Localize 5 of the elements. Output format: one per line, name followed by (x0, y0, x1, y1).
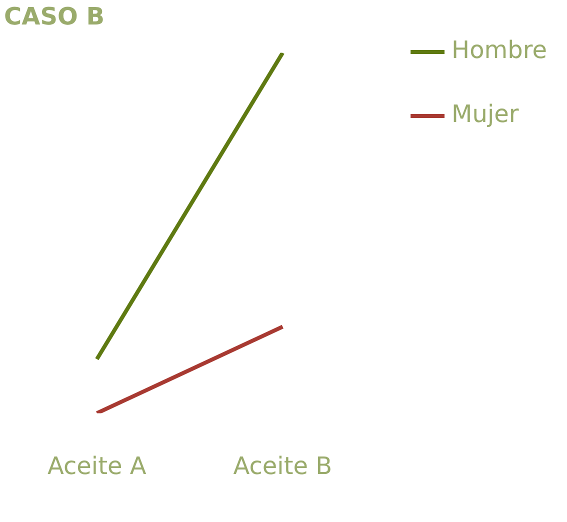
legend-label: Mujer (452, 100, 519, 128)
chart-title: CASO B (4, 2, 105, 31)
x-tick-label: Aceite A (47, 452, 147, 480)
x-tick-label: Aceite B (233, 452, 332, 480)
legend-label: Hombre (452, 36, 548, 64)
